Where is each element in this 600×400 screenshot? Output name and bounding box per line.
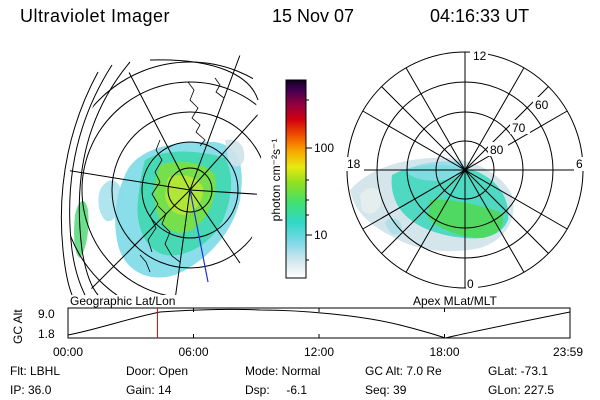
- colorbar: 100 10 photon cm⁻²s⁻¹: [269, 79, 334, 279]
- mlt-label-18: 18: [347, 157, 361, 171]
- right-aurora-image: [350, 157, 514, 252]
- info-gain: Gain: 14: [126, 383, 172, 397]
- altitude-xtick-1200: 12:00: [304, 345, 334, 359]
- altitude-xtick-0000: 00:00: [53, 345, 83, 359]
- altitude-ytick-max: 9.0: [38, 307, 55, 321]
- info-glat: GLat: -73.1: [488, 364, 548, 378]
- info-door: Door: Open: [126, 364, 188, 378]
- colorbar-unit-label: photon cm⁻²s⁻¹: [269, 139, 283, 222]
- altitude-xtick-2359: 23:59: [553, 345, 583, 359]
- altitude-curve: [67, 308, 571, 339]
- observation-date: 15 Nov 07: [272, 6, 355, 26]
- status-info: Flt: LBHL Door: Open Mode: Normal GC Alt…: [10, 364, 554, 397]
- instrument-title: Ultraviolet Imager: [20, 6, 171, 26]
- altitude-xtick-1800: 18:00: [429, 345, 459, 359]
- altitude-ytick-min: 1.8: [38, 327, 55, 341]
- info-ip: IP: 36.0: [10, 383, 52, 397]
- observation-time: 04:16:33 UT: [430, 6, 530, 26]
- left-aurora-image: [74, 139, 245, 278]
- mlt-label-12: 12: [473, 49, 487, 63]
- info-mode: Mode: Normal: [245, 364, 320, 378]
- left-panel-caption: Geographic Lat/Lon: [70, 294, 175, 308]
- mlat-label-70: 70: [512, 121, 526, 135]
- coastline: [139, 77, 225, 273]
- altitude-plot: GC Alt 9.0 1.8 00:00 06:00 12:00 18:00 2…: [11, 307, 583, 359]
- colorbar-tick-10: 10: [314, 228, 328, 242]
- info-flt: Flt: LBHL: [10, 364, 60, 378]
- spacecraft-meridian: [189, 189, 209, 283]
- info-gc-alt: GC Alt: 7.0 Re: [365, 364, 442, 378]
- info-dsp: Dsp: -6.1: [245, 383, 307, 397]
- mlt-label-0: 0: [467, 277, 474, 291]
- info-glon: GLon: 227.5: [488, 383, 554, 397]
- geographic-map: [60, 55, 262, 296]
- altitude-xtick-0600: 06:00: [178, 345, 208, 359]
- altitude-ylabel: GC Alt: [11, 309, 25, 344]
- colorbar-tick-100: 100: [314, 141, 334, 155]
- info-seq: Seq: 39: [365, 383, 407, 397]
- mlat-label-80: 80: [490, 143, 504, 157]
- magnetic-polar-plot: 12 18 6 0 60 70 80: [344, 48, 586, 291]
- right-panel-caption: Apex MLat/MLT: [413, 294, 497, 308]
- mlat-label-60: 60: [535, 98, 549, 112]
- mlt-label-6: 6: [576, 157, 583, 171]
